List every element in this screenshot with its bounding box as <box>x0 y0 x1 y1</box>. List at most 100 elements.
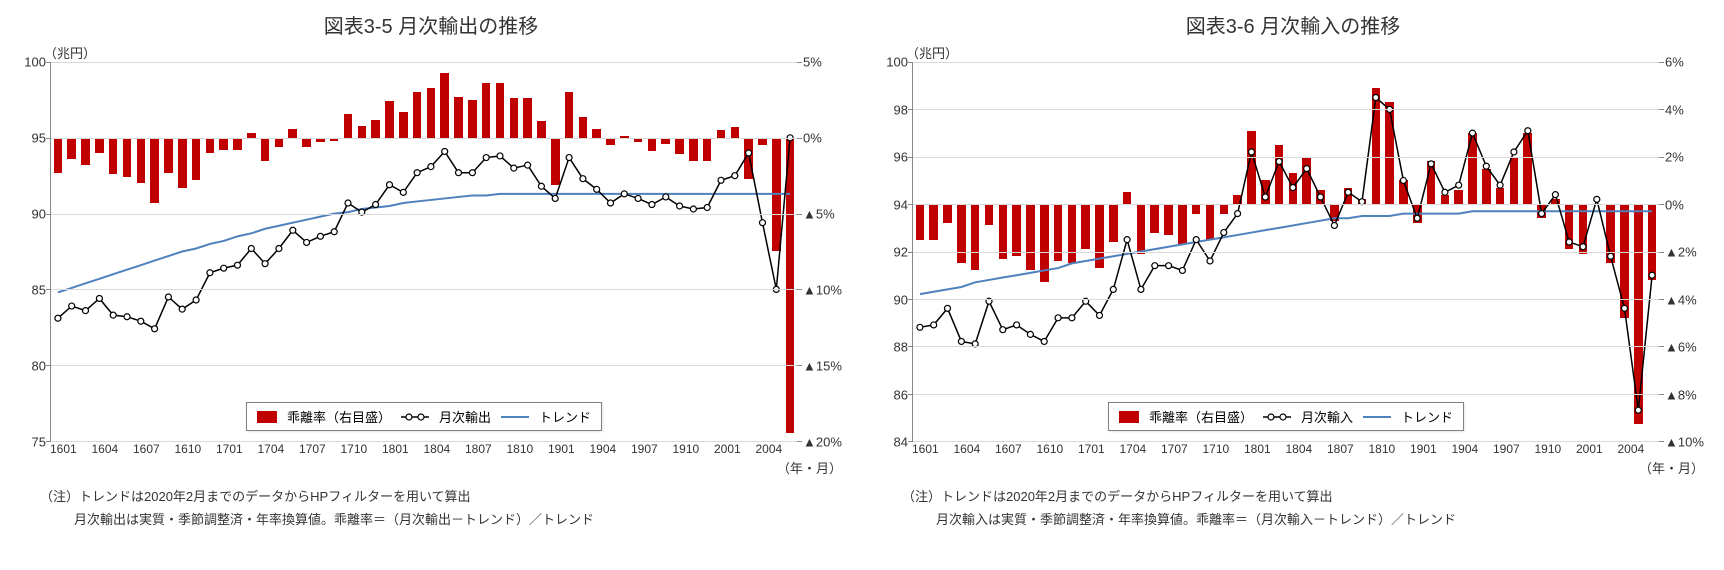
data-marker <box>262 261 268 267</box>
lines-layer <box>51 62 797 441</box>
x-tick: 1910 <box>1535 442 1577 456</box>
data-marker <box>594 186 600 192</box>
data-marker <box>497 153 503 159</box>
data-marker <box>1138 286 1144 292</box>
data-marker <box>1594 196 1600 202</box>
x-tick: 1804 <box>1286 442 1328 456</box>
data-marker <box>525 162 531 168</box>
x-tick: 1607 <box>995 442 1037 456</box>
data-marker <box>1580 244 1586 250</box>
y-right-tick: 5% <box>803 55 822 70</box>
note-line-1: （注）トレンドは2020年2月までのデータからHPフィルターを用いて算出 <box>40 485 852 508</box>
y-right-tick: ▲20% <box>803 435 842 450</box>
x-tick: 1610 <box>175 442 217 456</box>
y-right-tick: 2% <box>1665 150 1684 165</box>
note-line-1: （注）トレンドは2020年2月までのデータからHPフィルターを用いて算出 <box>902 485 1714 508</box>
data-marker <box>580 176 586 182</box>
data-marker <box>248 246 254 252</box>
data-marker <box>1400 177 1406 183</box>
x-tick: 1901 <box>1410 442 1452 456</box>
chart-notes: （注）トレンドは2020年2月までのデータからHPフィルターを用いて算出 月次輸… <box>40 485 852 532</box>
data-marker <box>1179 267 1185 273</box>
plot-area: 乖離率（右目盛） 月次輸入 トレンド <box>912 62 1659 442</box>
x-tick: 1701 <box>1078 442 1120 456</box>
legend-line1-swatch <box>401 416 429 418</box>
data-marker <box>456 170 462 176</box>
legend-bar-label: 乖離率（右目盛） <box>287 407 391 426</box>
data-marker <box>1635 407 1641 413</box>
x-tick: 1801 <box>382 442 424 456</box>
data-marker <box>373 202 379 208</box>
data-marker <box>1069 315 1075 321</box>
data-marker <box>414 170 420 176</box>
chart-exports: 図表3-5 月次輸出の推移 （兆円） 7580859095100 乖離率（右目盛… <box>10 10 852 532</box>
y-axis-right: 5%0%▲5%▲10%▲15%▲20% <box>797 62 852 442</box>
data-marker <box>483 155 489 161</box>
y-right-tick: ▲4% <box>1665 292 1697 307</box>
data-marker <box>317 233 323 239</box>
data-marker <box>1055 315 1061 321</box>
y-right-tick: ▲15% <box>803 359 842 374</box>
data-marker <box>1110 286 1116 292</box>
data-marker <box>1027 331 1033 337</box>
y-right-tick: ▲8% <box>1665 387 1697 402</box>
x-tick: 1610 <box>1037 442 1079 456</box>
legend-bar-label: 乖離率（右目盛） <box>1149 407 1253 426</box>
y-axis-left: 7580859095100 <box>10 62 50 442</box>
legend-bar-swatch <box>257 411 277 423</box>
legend-line2-label: トレンド <box>1401 407 1453 426</box>
data-marker <box>55 315 61 321</box>
x-axis: 1601160416071610170117041707171018011804… <box>50 442 797 456</box>
y-left-tick: 84 <box>894 435 908 450</box>
data-marker <box>1304 166 1310 172</box>
data-marker <box>235 262 241 268</box>
data-marker <box>1235 211 1241 217</box>
data-marker <box>1511 149 1517 155</box>
x-tick: 2001 <box>714 442 756 456</box>
data-marker <box>1483 163 1489 169</box>
note-line-2: 月次輸出は実質・季節調整済・年率換算値。乖離率＝（月次輸出－トレンド）／トレンド <box>74 508 852 531</box>
data-marker <box>1414 215 1420 221</box>
x-tick: 1601 <box>912 442 954 456</box>
y-left-tick: 95 <box>32 131 46 146</box>
x-tick: 1801 <box>1244 442 1286 456</box>
data-marker <box>958 338 964 344</box>
data-marker <box>931 322 937 328</box>
y-left-tick: 98 <box>894 102 908 117</box>
data-marker <box>276 246 282 252</box>
data-marker <box>1124 237 1130 243</box>
y-left-unit: （兆円） <box>906 43 1714 62</box>
data-marker <box>1318 194 1324 200</box>
data-marker <box>1456 182 1462 188</box>
data-marker <box>304 239 310 245</box>
data-marker <box>69 303 75 309</box>
data-marker <box>538 183 544 189</box>
data-marker <box>400 189 406 195</box>
data-marker <box>1262 194 1268 200</box>
data-marker <box>917 324 923 330</box>
x-axis-unit: （年・月） <box>872 458 1704 477</box>
y-left-tick: 96 <box>894 150 908 165</box>
data-marker <box>1221 230 1227 236</box>
chart-area: 7580859095100 乖離率（右目盛） 月次輸出 トレンド <box>10 62 852 442</box>
y-left-unit: （兆円） <box>44 43 852 62</box>
data-marker <box>387 182 393 188</box>
data-marker <box>1249 149 1255 155</box>
data-marker <box>1207 258 1213 264</box>
y-axis-right: 6%4%2%0%▲2%▲4%▲6%▲8%▲10% <box>1659 62 1714 442</box>
x-axis-unit: （年・月） <box>10 458 842 477</box>
y-left-tick: 75 <box>32 435 46 450</box>
data-marker <box>718 177 724 183</box>
data-marker <box>1041 338 1047 344</box>
data-marker <box>1276 159 1282 165</box>
data-marker <box>1373 95 1379 101</box>
y-right-tick: ▲10% <box>1665 435 1704 450</box>
data-marker <box>552 195 558 201</box>
y-right-tick: ▲10% <box>803 283 842 298</box>
data-marker <box>138 318 144 324</box>
data-marker <box>110 312 116 318</box>
legend: 乖離率（右目盛） 月次輸入 トレンド <box>1108 402 1464 431</box>
data-marker <box>1539 211 1545 217</box>
data-marker <box>1000 327 1006 333</box>
data-marker <box>179 306 185 312</box>
